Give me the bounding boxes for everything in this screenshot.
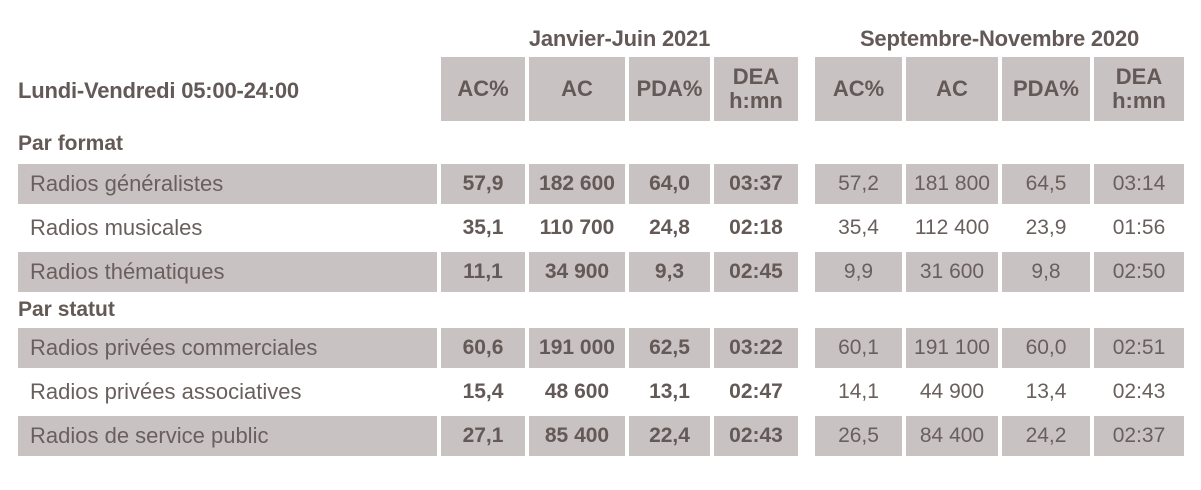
group-title-row: Janvier-Juin 2021 Septembre-Novembre 202… (18, 20, 1186, 57)
cell-value: 13,4 (1025, 380, 1067, 403)
group-gap-spacer (802, 164, 811, 204)
cell-value: 60,1 (815, 328, 902, 368)
section-heading-par-format: Par format (18, 131, 124, 155)
group-gap-spacer (802, 252, 811, 292)
cell-value: 35,4 (838, 216, 879, 239)
cell-value: 27,1 (441, 416, 525, 456)
section-heading-par-statut: Par statut (18, 298, 115, 321)
period-label: Lundi-Vendredi 05:00-24:00 (18, 78, 299, 103)
header-g1-ac: AC (529, 57, 625, 121)
header-g2-ac: AC (906, 57, 998, 121)
cell-value: 02:47 (729, 380, 783, 403)
cell-value: 24,8 (649, 216, 690, 239)
cell-value: 14,1 (838, 380, 879, 403)
cell-value: 85 400 (529, 416, 625, 456)
cell-value: 182 600 (529, 164, 625, 204)
header-g2-dea: DEA h:mn (1094, 57, 1184, 121)
cell-value: 15,4 (462, 380, 504, 403)
cell-value: 03:37 (714, 164, 798, 204)
column-header-row: Lundi-Vendredi 05:00-24:00 AC% AC PDA% D… (18, 57, 1186, 121)
cell-value: 01:56 (1112, 216, 1166, 239)
group-gap-spacer (802, 57, 811, 121)
row-label: Radios généralistes (18, 164, 437, 204)
cell-value: 02:50 (1094, 252, 1184, 292)
group-title-janvier-juin-2021: Janvier-Juin 2021 (528, 25, 711, 51)
table-row-radios-de-service-public: Radios de service public 27,1 85 400 22,… (18, 416, 1186, 456)
table-row-radios-privees-associatives: Radios privées associatives 15,4 48 600 … (18, 372, 1186, 412)
cell-value: 03:22 (714, 328, 798, 368)
group-title-septembre-novembre-2020: Septembre-Novembre 2020 (859, 25, 1140, 51)
cell-value: 57,9 (441, 164, 525, 204)
cell-value: 02:43 (1112, 380, 1166, 403)
cell-value: 62,5 (629, 328, 710, 368)
header-g1-dea: DEA h:mn (714, 57, 798, 121)
table-row-radios-privees-commerciales: Radios privées commerciales 60,6 191 000… (18, 328, 1186, 368)
cell-value: 191 100 (906, 328, 998, 368)
cell-value: 57,2 (815, 164, 902, 204)
row-label: Radios privées associatives (30, 379, 302, 404)
cell-value: 110 700 (539, 216, 615, 239)
group-gap-spacer (802, 416, 811, 456)
cell-value: 181 800 (906, 164, 998, 204)
cell-value: 9,8 (1002, 252, 1090, 292)
cell-value: 02:51 (1094, 328, 1184, 368)
radio-audience-table: Janvier-Juin 2021 Septembre-Novembre 202… (18, 20, 1186, 456)
cell-value: 02:45 (714, 252, 798, 292)
cell-value: 9,3 (629, 252, 710, 292)
cell-value: 31 600 (906, 252, 998, 292)
cell-value: 191 000 (529, 328, 625, 368)
header-g1-pda-pct: PDA% (629, 57, 710, 121)
header-g2-ac-pct: AC% (815, 57, 902, 121)
cell-value: 64,0 (629, 164, 710, 204)
cell-value: 60,0 (1002, 328, 1090, 368)
cell-value: 02:18 (729, 216, 783, 239)
cell-value: 84 400 (906, 416, 998, 456)
header-g1-ac-pct: AC% (441, 57, 525, 121)
row-label: Radios thématiques (18, 252, 437, 292)
group-gap-spacer (802, 328, 811, 368)
cell-value: 35,1 (462, 216, 504, 239)
cell-value: 23,9 (1025, 216, 1067, 239)
row-label: Radios de service public (18, 416, 437, 456)
cell-value: 13,1 (649, 380, 690, 403)
cell-value: 26,5 (815, 416, 902, 456)
cell-value: 02:37 (1094, 416, 1184, 456)
row-label: Radios privées commerciales (18, 328, 437, 368)
cell-value: 60,6 (441, 328, 525, 368)
group-gap-spacer (802, 208, 811, 248)
cell-value: 44 900 (919, 380, 985, 403)
cell-value: 112 400 (914, 216, 990, 239)
cell-value: 9,9 (815, 252, 902, 292)
header-g2-pda-pct: PDA% (1002, 57, 1090, 121)
row-label: Radios musicales (30, 215, 203, 240)
cell-value: 48 600 (544, 380, 610, 403)
table-row-radios-musicales: Radios musicales 35,1 110 700 24,8 02:18… (18, 208, 1186, 248)
table-row-radios-thematiques: Radios thématiques 11,1 34 900 9,3 02:45… (18, 252, 1186, 292)
cell-value: 64,5 (1002, 164, 1090, 204)
group-gap-spacer (802, 372, 811, 412)
cell-value: 24,2 (1002, 416, 1090, 456)
cell-value: 22,4 (629, 416, 710, 456)
cell-value: 34 900 (529, 252, 625, 292)
cell-value: 02:43 (714, 416, 798, 456)
cell-value: 03:14 (1094, 164, 1184, 204)
cell-value: 11,1 (441, 252, 525, 292)
table-row-radios-generalistes: Radios généralistes 57,9 182 600 64,0 03… (18, 164, 1186, 204)
